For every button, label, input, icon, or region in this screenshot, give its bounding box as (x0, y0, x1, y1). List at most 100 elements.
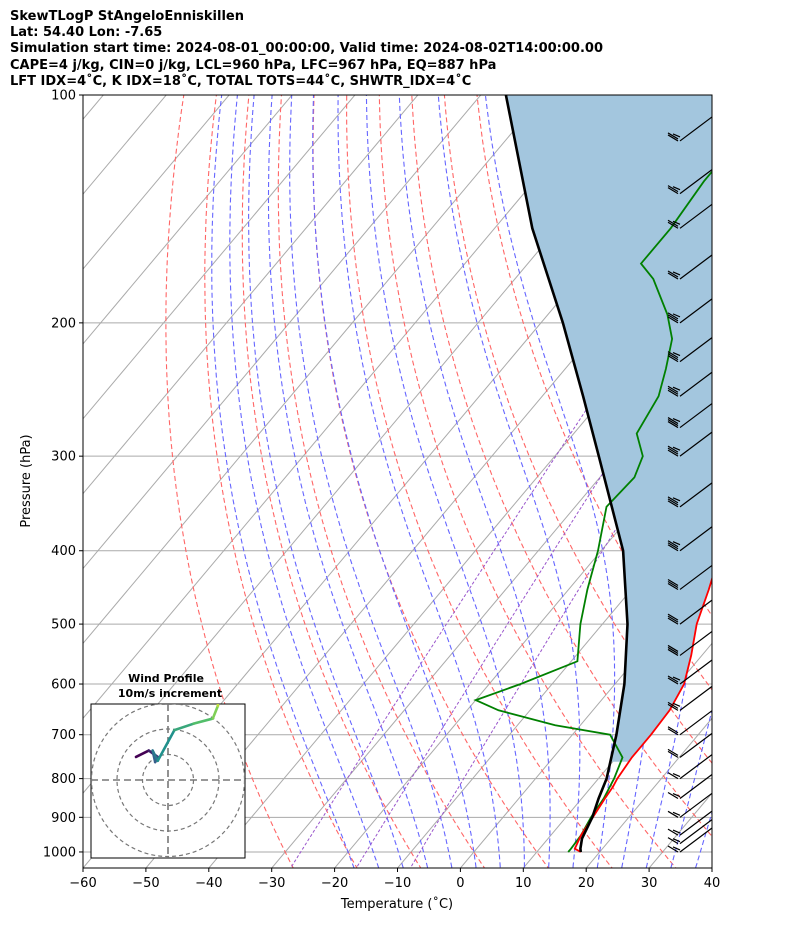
y-tick-label: 600 (51, 678, 76, 693)
location-text: Lat: 54.40 Lon: -7.65 (10, 25, 163, 40)
barb-staff (679, 337, 713, 363)
barb-feather (667, 580, 679, 588)
y-tick-label: 300 (51, 450, 76, 465)
barb-half-feather (672, 446, 681, 451)
wind-barb (667, 819, 713, 845)
moist-adiabat (716, 60, 794, 883)
dry-adiabat (346, 95, 613, 868)
x-tick-label: 20 (578, 876, 595, 891)
barb-feather (667, 387, 679, 395)
barb-feather (667, 419, 679, 427)
barb-feather (667, 748, 679, 756)
y-axis-label: Pressure (hPa) (19, 434, 34, 527)
isotherm (83, 95, 356, 420)
barb-feather (667, 185, 679, 193)
barb-feather (667, 728, 679, 736)
barb-staff (679, 526, 713, 552)
cape-stats-text: CAPE=4 j/kg, CIN=0 j/kg, LCL=960 hPa, LF… (10, 58, 497, 73)
inset-title: Wind Profile (128, 672, 204, 685)
wind-barb (667, 337, 713, 363)
barb-feather (667, 810, 679, 818)
barb-half-feather (672, 838, 681, 843)
barb-staff (679, 732, 713, 758)
isotherm (585, 717, 712, 868)
isotherm (83, 95, 608, 720)
barb-staff (679, 659, 713, 685)
barb-feather (667, 498, 679, 506)
barb-staff (679, 774, 713, 800)
barb-half-feather (672, 497, 681, 502)
barb-feather (667, 772, 679, 780)
wind-barb (667, 564, 713, 590)
barb-staff (679, 254, 713, 280)
barb-staff (679, 810, 713, 836)
barb-staff (679, 169, 713, 195)
index-stats-text: LFT IDX=4˚C, K IDX=18˚C, TOTAL TOTS=44˚C… (10, 74, 472, 89)
barb-feather (667, 351, 679, 359)
wind-profile-inset (90, 703, 246, 859)
barb-feather (667, 389, 679, 397)
hodograph-segment (192, 717, 215, 725)
dry-adiabat (241, 95, 422, 868)
barb-half-feather (672, 352, 681, 357)
wind-barb (667, 203, 713, 229)
hodograph-segment (211, 704, 220, 720)
isotherm (83, 95, 230, 270)
barb-feather (667, 316, 679, 324)
barb-half-feather (672, 418, 681, 423)
axes: −60 −50 −40 −30 −20 −10 0 10 20 30 40 100 200 300 400 5… (43, 89, 720, 892)
wind-barb (667, 710, 713, 736)
moist-adiabat (670, 95, 712, 868)
x-tick-label: 10 (515, 876, 532, 891)
x-axis-label: Temperature (˚C) (340, 896, 453, 912)
x-tick-label: −30 (258, 876, 285, 891)
dry-adiabat (790, 60, 794, 883)
dry-adiabat (165, 95, 294, 868)
dewpoint-line (473, 170, 712, 853)
barb-feather (667, 353, 679, 361)
inset-subtitle: 10m/s increment (118, 687, 222, 700)
barb-feather (667, 703, 679, 711)
barb-feather (667, 675, 679, 683)
barb-half-feather (672, 133, 681, 138)
dry-adiabat (411, 95, 712, 838)
dry-adiabat (476, 95, 712, 691)
barb-staff (679, 371, 713, 397)
x-tick-label: −10 (384, 876, 411, 891)
barb-feather (667, 726, 679, 734)
barb-feather (667, 644, 679, 652)
y-tick-label: 100 (51, 89, 76, 104)
barb-staff (679, 431, 713, 457)
barb-half-feather (672, 702, 681, 707)
barb-feather (667, 845, 679, 853)
x-tick-label: −50 (132, 876, 159, 891)
temperature-line (573, 575, 712, 853)
mixing-ratio-line (409, 374, 712, 868)
barb-staff (679, 685, 713, 711)
hodograph-segment (173, 722, 195, 732)
moist-adiabat (312, 95, 477, 868)
wind-barb (667, 298, 713, 324)
barb-staff (679, 403, 713, 429)
barb-feather (667, 544, 679, 552)
wind-barb (667, 732, 713, 758)
y-tick-label: 400 (51, 544, 76, 559)
barb-half-feather (672, 313, 681, 318)
moist-adiabat (437, 95, 581, 868)
barb-feather (667, 837, 679, 845)
isotherm (459, 567, 712, 868)
barb-staff (679, 298, 713, 324)
dry-adiabat (378, 95, 677, 868)
barb-feather (667, 445, 679, 453)
isotherm (83, 95, 419, 495)
x-tick-label: 30 (641, 876, 658, 891)
barb-feather (667, 701, 679, 709)
isotherm (83, 95, 293, 345)
barb-feather (667, 617, 679, 625)
barb-staff (679, 482, 713, 508)
wind-barb (667, 774, 713, 800)
barb-half-feather (672, 846, 681, 851)
wind-barbs (667, 116, 713, 853)
wind-barb (667, 599, 713, 625)
